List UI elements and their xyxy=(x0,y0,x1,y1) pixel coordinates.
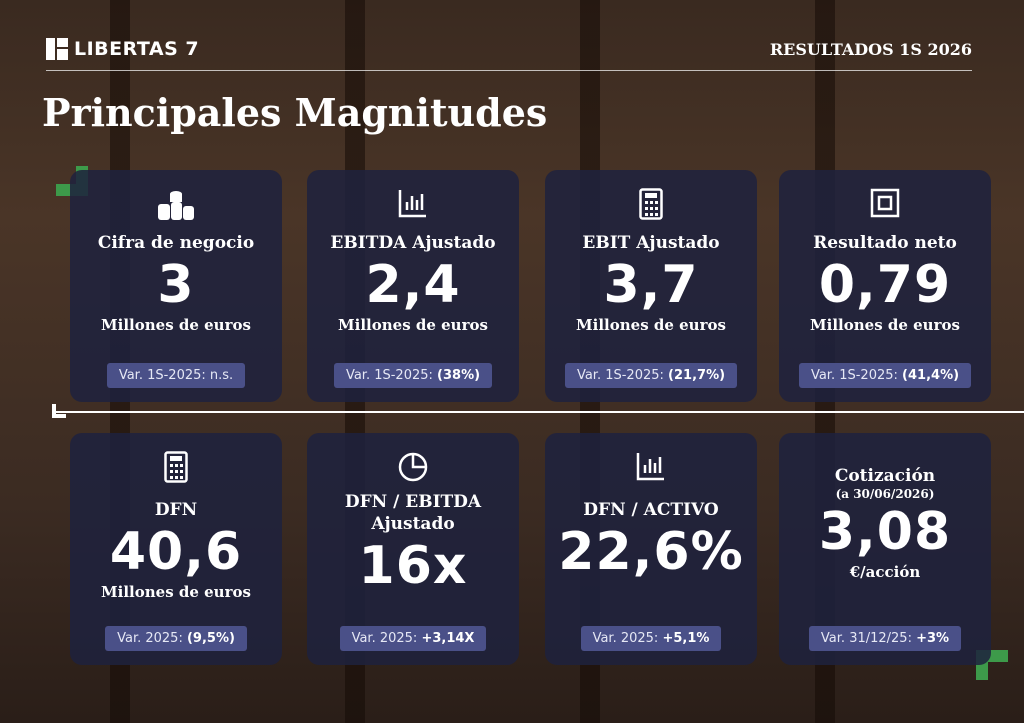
card-unit: €/acción xyxy=(849,563,921,581)
card-label: Ajustado xyxy=(371,514,455,534)
card-label: DFN / EBITDA xyxy=(344,492,482,512)
card-unit: Millones de euros xyxy=(338,316,488,334)
variation-label: Var. 1S-2025: xyxy=(345,368,433,383)
card-unit: Millones de euros xyxy=(101,316,251,334)
card-label: Cotización xyxy=(834,466,936,486)
icon-graphic xyxy=(870,188,900,218)
icon-graphic xyxy=(636,453,664,481)
variation-value: +5,1% xyxy=(662,631,710,646)
variation-label: Var. 2025: xyxy=(351,631,418,646)
icon-graphic xyxy=(639,188,663,220)
icon-graphic xyxy=(398,452,428,482)
corner-mark xyxy=(52,404,66,418)
icon-graphic xyxy=(164,451,188,483)
card-value: 3 xyxy=(157,255,195,315)
icon xyxy=(639,188,663,222)
divider xyxy=(56,411,1024,413)
logo: LIBERTAS 7 xyxy=(46,38,199,60)
variation-value: (21,7%) xyxy=(668,368,726,383)
variation-value: (9,5%) xyxy=(186,631,235,646)
card-value: 16x xyxy=(358,536,468,596)
variation-pill: Var. 31/12/25: +3% xyxy=(808,626,962,651)
kpi-card: EBITDA Ajustado 2,4 Millones de euros Var. … xyxy=(307,170,519,402)
variation-label: Var. 1S-2025: xyxy=(576,368,664,383)
icon xyxy=(398,188,428,222)
kpi-card: Cifra de negocio 3 Millones de euros Var. 1… xyxy=(70,170,282,402)
report-label: RESULTADOS 1S 2026 xyxy=(769,40,972,59)
kpi-card: EBIT Ajustado 3,7 Millones de euros Var. 1S… xyxy=(545,170,757,402)
variation-pill: Var. 1S-2025: (21,7%) xyxy=(564,363,738,388)
variation-pill: Var. 1S-2025: (41,4%) xyxy=(798,363,972,388)
card-value: 3,08 xyxy=(818,502,952,562)
divider xyxy=(46,70,972,71)
icon-graphic xyxy=(398,190,426,218)
card-label: EBIT Ajustado xyxy=(582,233,720,253)
kpi-card: DFN / ACTIVO 22,6% Var. 2025: +5,1% xyxy=(545,433,757,665)
variation-pill: Var. 2025: (9,5%) xyxy=(105,626,247,651)
icon xyxy=(636,451,666,485)
variation-label: Var. 2025: xyxy=(117,631,183,646)
variation-pill: Var. 1S-2025: (38%) xyxy=(333,363,493,388)
card-value: 40,6 xyxy=(109,522,243,582)
variation-value: +3,14X xyxy=(421,631,475,646)
card-label: EBITDA Ajustado xyxy=(330,233,496,253)
variation-pill: Var. 1S-2025: n.s. xyxy=(106,363,246,388)
variation-label: Var. 31/12/25: xyxy=(820,631,912,646)
card-value: 3,7 xyxy=(603,255,699,315)
card-label: DFN xyxy=(154,500,198,520)
kpi-card: Resultado neto 0,79 Millones de euros Var. … xyxy=(779,170,991,402)
variation-pill: Var. 2025: +5,1% xyxy=(580,626,722,651)
card-label: Cifra de negocio xyxy=(97,233,255,253)
page-title: Principales Magnitudes xyxy=(42,90,548,135)
variation-label: Var. 1S-2025: xyxy=(810,368,898,383)
kpi-card: DFN / EBITDA Ajustado 16x Var. 2025: +3,14X xyxy=(307,433,519,665)
logo-mark xyxy=(46,38,68,60)
variation-pill: Var. 2025: +3,14X xyxy=(339,626,487,651)
card-unit: Millones de euros xyxy=(101,583,251,601)
logo-text: LIBERTAS 7 xyxy=(74,38,200,60)
card-label: Resultado neto xyxy=(813,233,957,253)
icon xyxy=(397,451,429,485)
variation-value: (41,4%) xyxy=(902,368,960,383)
variation-label: Var. 1S-2025: n.s. xyxy=(118,368,234,383)
card-value: 0,79 xyxy=(818,255,952,315)
variation-value: (38%) xyxy=(437,368,481,383)
variation-label: Var. 2025: xyxy=(592,631,659,646)
card-unit: Millones de euros xyxy=(576,316,726,334)
icon xyxy=(156,188,196,222)
icon-graphic xyxy=(158,191,194,220)
icon xyxy=(870,188,900,222)
card-unit: Millones de euros xyxy=(810,316,960,334)
card-value: 2,4 xyxy=(365,255,461,315)
kpi-card: DFN 40,6 Millones de euros Var. 2025: (9,5%… xyxy=(70,433,282,665)
card-value: 22,6% xyxy=(558,522,744,582)
card-sublabel: (a 30/06/2026) xyxy=(835,487,935,501)
card-label: DFN / ACTIVO xyxy=(583,500,719,520)
variation-value: +3% xyxy=(916,631,950,646)
kpi-card: Cotización (a 30/06/2026) 3,08 €/acción Var.… xyxy=(779,433,991,665)
icon xyxy=(164,451,188,485)
